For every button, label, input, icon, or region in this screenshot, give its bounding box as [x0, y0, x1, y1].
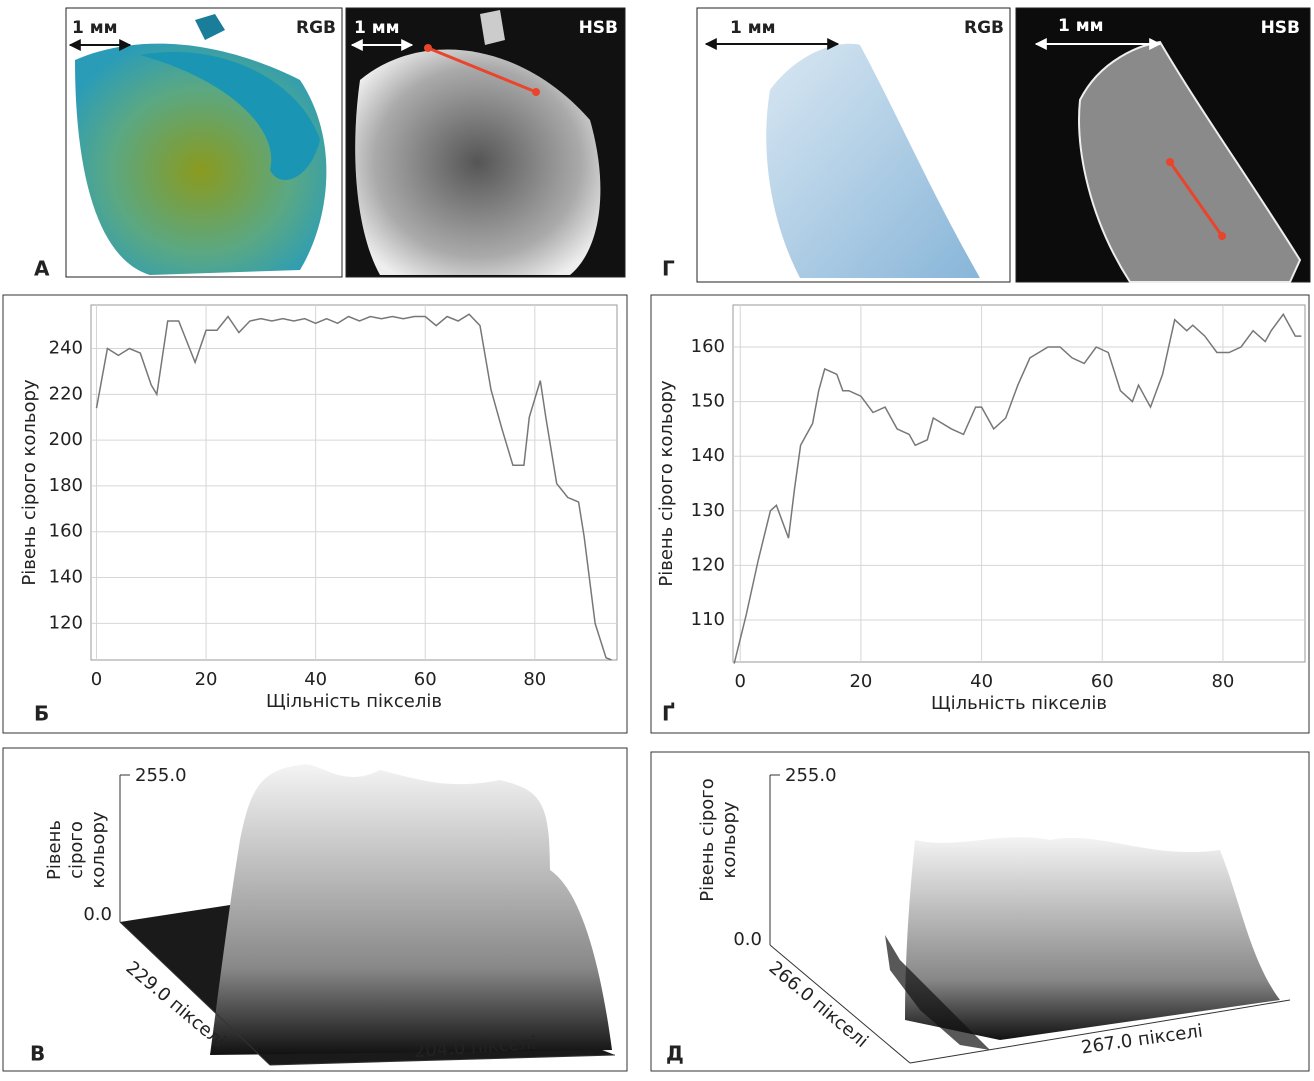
mode-label: HSB — [579, 18, 618, 38]
mode-label: RGB — [296, 18, 336, 38]
x-tick-label: 80 — [1211, 671, 1234, 692]
y-tick-label: 150 — [691, 391, 725, 412]
z-min-label: 0.0 — [83, 904, 112, 925]
x-tick-label: 20 — [195, 669, 218, 690]
x-tick-label: 40 — [304, 669, 327, 690]
image-rgb-a: 1 мм RGB — [66, 8, 342, 277]
y-tick-label: 130 — [691, 500, 725, 521]
image-hsb-a: 1 мм HSB — [346, 8, 625, 277]
surface-plot: 255.0 0.0 Рівень сірого кольору 266.0 пі… — [697, 765, 1290, 1063]
image-hsb-g: 1 мм HSB — [1016, 8, 1310, 282]
y-tick-label: 180 — [49, 475, 83, 496]
panel-label: Г — [662, 257, 675, 281]
surface-plot: 255.0 0.0 Рівень сірого кольору 229.0 пі… — [44, 764, 615, 1065]
y-tick-label: 140 — [691, 445, 725, 466]
x-axis-label: Щільність пікселів — [931, 693, 1107, 714]
mode-label: HSB — [1261, 18, 1300, 38]
y-tick-label: 160 — [49, 521, 83, 542]
z-axis-label: сірого — [66, 821, 87, 879]
scale-label: 1 мм — [354, 18, 400, 38]
y-tick-label: 240 — [49, 338, 83, 359]
x-tick-label: 80 — [523, 669, 546, 690]
y-tick-label: 200 — [49, 429, 83, 450]
y-tick-label: 140 — [49, 567, 83, 588]
z-max-label: 255.0 — [785, 765, 837, 786]
y-tick-label: 120 — [691, 554, 725, 575]
image-rgb-g: 1 мм RGB — [697, 8, 1010, 282]
y-axis-label: Рівень сірого кольору — [19, 379, 40, 586]
mode-label: RGB — [964, 18, 1004, 38]
z-axis-label: кольору — [88, 811, 109, 888]
depth-label: 266.0 пікселі — [765, 957, 872, 1052]
scale-label: 1 мм — [1058, 16, 1104, 36]
panel-label: Ґ — [662, 702, 675, 726]
x-axis-label: Щільність пікселів — [266, 691, 442, 712]
panel-label: Б — [34, 702, 49, 726]
panel-label: А — [34, 257, 50, 281]
scale-label: 1 мм — [730, 18, 776, 38]
figure: 1 мм RGB 1 мм HSB А 1 мм RGB 1 мм HSB Г … — [0, 0, 1314, 1077]
x-tick-label: 0 — [91, 669, 102, 690]
z-max-label: 255.0 — [135, 765, 187, 786]
y-tick-label: 220 — [49, 383, 83, 404]
z-axis-label: Рівень — [44, 820, 65, 880]
page: 1 мм RGB 1 мм HSB А 1 мм RGB 1 мм HSB Г … — [0, 0, 1314, 1081]
panel-label: Д — [666, 1042, 684, 1066]
panel-label: В — [30, 1042, 45, 1066]
x-tick-label: 0 — [735, 671, 746, 692]
x-tick-label: 60 — [1091, 671, 1114, 692]
plot-area — [91, 305, 617, 660]
width-label: 267.0 пікселі — [1080, 1021, 1204, 1059]
y-tick-label: 120 — [49, 612, 83, 633]
x-tick-label: 60 — [414, 669, 437, 690]
z-min-label: 0.0 — [733, 929, 762, 950]
z-axis-label: Рівень сірого — [697, 778, 718, 901]
y-axis-label: Рівень сірого кольору — [656, 380, 677, 587]
y-tick-label: 160 — [691, 336, 725, 357]
scale-label: 1 мм — [72, 18, 118, 38]
x-tick-label: 40 — [970, 671, 993, 692]
y-tick-label: 110 — [691, 609, 725, 630]
x-tick-label: 20 — [849, 671, 872, 692]
z-axis-label: кольору — [719, 801, 740, 878]
plot-area — [733, 305, 1305, 662]
